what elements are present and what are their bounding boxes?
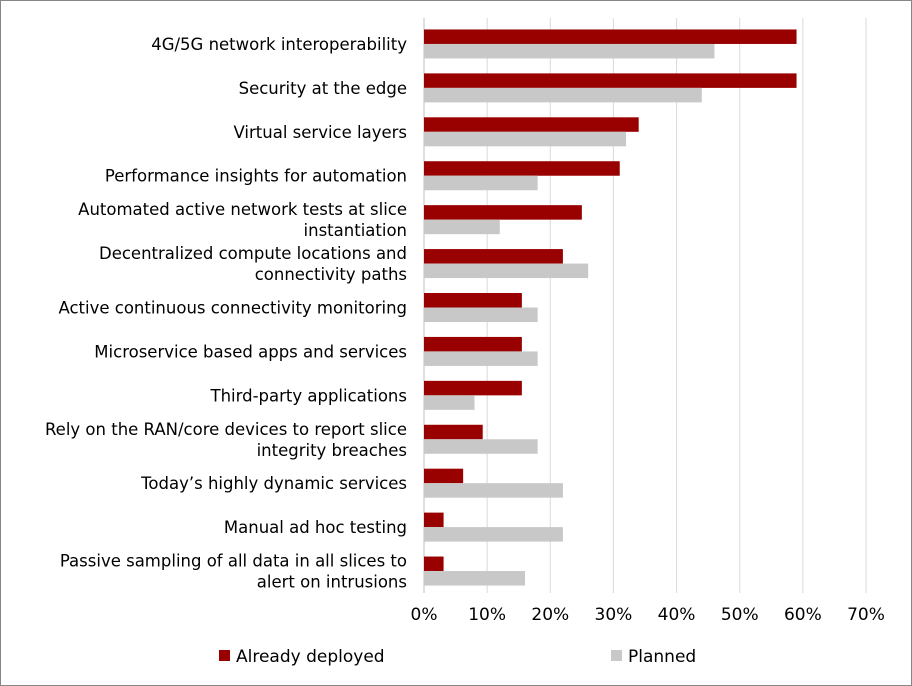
- legend-label-deployed: Already deployed: [236, 647, 385, 667]
- bar-planned-9: [424, 439, 538, 454]
- bar-planned-10: [424, 483, 563, 498]
- category-label-5-line-1: connectivity paths: [255, 265, 407, 284]
- category-labels: 4G/5G network interoperability Security a…: [45, 35, 407, 592]
- x-tick-label-0: 0%: [411, 605, 438, 625]
- category-label-4-line-1: instantiation: [304, 221, 407, 240]
- category-label-12-line-0: Passive sampling of all data in all slic…: [60, 552, 407, 571]
- category-label-12-line-1: alert on intrusions: [257, 573, 407, 592]
- bar-deployed-10: [424, 468, 464, 484]
- bar-deployed-2: [424, 117, 639, 132]
- category-label-2: Virtual service layers: [234, 123, 408, 142]
- bar-planned-0: [424, 43, 715, 59]
- category-label-8: Third-party applications: [209, 386, 407, 405]
- category-label-11: Manual ad hoc testing: [224, 518, 407, 537]
- bar-deployed-11: [424, 512, 444, 528]
- x-tick-label-70: 70%: [847, 605, 885, 625]
- category-label-6: Active continuous connectivity monitorin…: [58, 299, 407, 318]
- x-axis-ticks: 0% 10% 20% 30% 40% 50% 60% 70%: [411, 605, 885, 625]
- bar-deployed-1: [424, 73, 797, 88]
- legend-label-planned: Planned: [628, 647, 696, 667]
- legend-swatch-planned: [611, 650, 622, 661]
- category-label-7: Microservice based apps and services: [94, 342, 407, 361]
- x-tick-label-60: 60%: [784, 605, 822, 625]
- bar-planned-8: [424, 395, 475, 410]
- bars: [424, 29, 797, 586]
- legend-swatch-deployed: [219, 650, 230, 661]
- bar-planned-4: [424, 219, 500, 235]
- bar-planned-2: [424, 131, 627, 147]
- category-label-10: Today’s highly dynamic services: [140, 474, 407, 493]
- bar-deployed-0: [424, 29, 797, 44]
- category-label-1: Security at the edge: [239, 79, 407, 98]
- x-tick-label-30: 30%: [595, 605, 633, 625]
- bar-deployed-12: [424, 556, 444, 572]
- category-label-9-line-1: integrity breaches: [257, 441, 407, 460]
- bar-planned-1: [424, 87, 702, 103]
- x-tick-label-20: 20%: [531, 605, 569, 625]
- x-tick-label-40: 40%: [658, 605, 696, 625]
- legend: Already deployed Planned: [219, 647, 696, 667]
- bar-deployed-4: [424, 205, 582, 220]
- bar-deployed-5: [424, 249, 563, 264]
- bar-deployed-9: [424, 424, 483, 440]
- bar-deployed-8: [424, 380, 522, 396]
- bar-planned-6: [424, 307, 538, 322]
- bar-deployed-7: [424, 336, 522, 352]
- category-label-3: Performance insights for automation: [105, 167, 407, 186]
- category-label-0: 4G/5G network interoperability: [151, 35, 407, 54]
- category-label-5-line-0: Decentralized compute locations and: [99, 244, 407, 263]
- bar-planned-3: [424, 175, 538, 191]
- bar-deployed-6: [424, 293, 522, 308]
- bar-planned-12: [424, 571, 526, 586]
- x-tick-label-10: 10%: [468, 605, 506, 625]
- bar-planned-11: [424, 527, 563, 542]
- bar-planned-7: [424, 351, 538, 366]
- bar-deployed-3: [424, 161, 620, 176]
- bar-planned-5: [424, 263, 589, 279]
- category-label-9-line-0: Rely on the RAN/core devices to report s…: [45, 420, 407, 439]
- category-label-4-line-0: Automated active network tests at slice: [78, 200, 407, 219]
- x-tick-label-50: 50%: [721, 605, 759, 625]
